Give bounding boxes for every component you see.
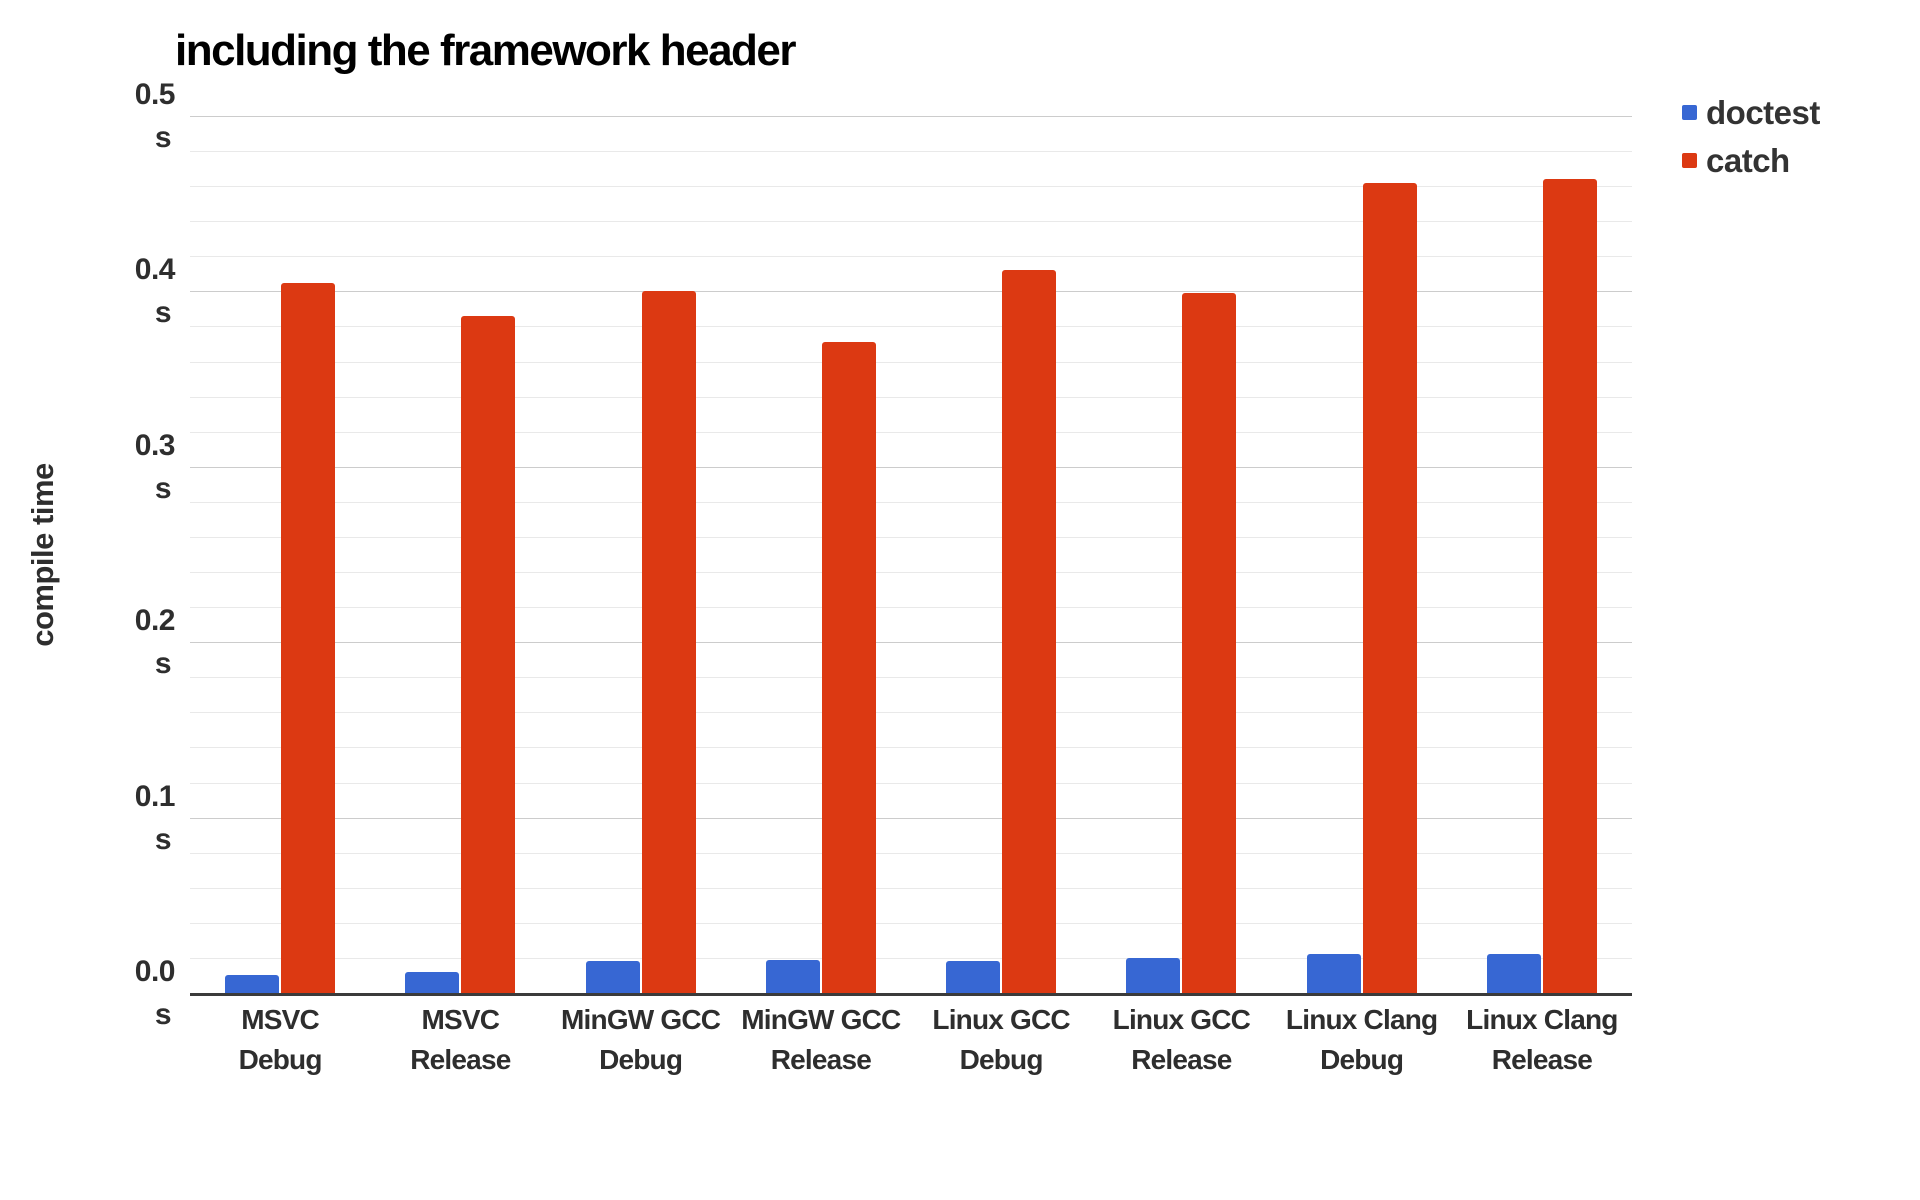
bar-group-linux-gcc-release bbox=[1091, 116, 1271, 993]
x-label-msvc-debug: MSVC Debug bbox=[238, 1004, 323, 1075]
bar-group-msvc-debug bbox=[190, 116, 370, 993]
y-axis-tick-labels: 0.5 s 0.4 s 0.3 s 0.2 s 0.1 s 0.0 s bbox=[0, 78, 176, 1031]
bar-group-msvc-release bbox=[370, 116, 550, 993]
legend-swatch-catch bbox=[1682, 153, 1697, 168]
minor-gridline-0.26 bbox=[190, 536, 1632, 538]
y-tick-0.0: 0.0 s bbox=[134, 955, 176, 1031]
major-gridline-0.30 bbox=[190, 466, 1632, 468]
minor-gridline-0.06 bbox=[190, 887, 1632, 889]
x-axis-category-labels: MSVC Debug MSVC Release MinGW GCC Debug MinGW … bbox=[190, 1000, 1632, 1080]
minor-gridline-0.32 bbox=[190, 431, 1632, 433]
bar-group-linux-clang-release bbox=[1452, 116, 1632, 993]
bar-group-linux-clang-debug bbox=[1272, 116, 1452, 993]
minor-gridline-0.42 bbox=[190, 256, 1632, 258]
catch-bar-linux-clang-debug bbox=[1362, 182, 1417, 993]
minor-gridline-0.28 bbox=[190, 501, 1632, 503]
x-label-linux-gcc-release: Linux GCC Release bbox=[1112, 1004, 1251, 1075]
minor-gridline-0.46 bbox=[190, 186, 1632, 188]
y-tick-0.3: 0.3 s bbox=[134, 428, 176, 505]
major-gridline-0.40 bbox=[190, 291, 1632, 293]
doctest-bar-linux-gcc-release bbox=[1126, 957, 1181, 993]
major-gridline-0.10 bbox=[190, 817, 1632, 819]
minor-gridline-0.38 bbox=[190, 326, 1632, 328]
minor-gridline-0.48 bbox=[190, 151, 1632, 153]
minor-gridline-0.24 bbox=[190, 572, 1632, 574]
y-tick-0.5: 0.5 s bbox=[134, 78, 176, 154]
x-label-mingw-gcc-debug: MinGW GCC Debug bbox=[561, 1004, 721, 1075]
minor-gridline-0.04 bbox=[190, 922, 1632, 924]
doctest-bar-msvc-release bbox=[405, 971, 460, 993]
doctest-bar-mingw-gcc-release bbox=[765, 959, 820, 993]
x-label-mingw-gcc-release: MinGW GCC Release bbox=[741, 1004, 901, 1075]
bar-groups bbox=[190, 116, 1632, 993]
y-tick-0.2: 0.2 s bbox=[134, 604, 176, 681]
minor-gridline-0.22 bbox=[190, 607, 1632, 609]
minor-gridline-0.34 bbox=[190, 396, 1632, 398]
minor-gridline-0.16 bbox=[190, 712, 1632, 714]
legend-item-doctest: doctest bbox=[1682, 92, 1820, 133]
doctest-bar-linux-gcc-debug bbox=[946, 961, 1001, 993]
legend-label-doctest: doctest bbox=[1706, 94, 1820, 131]
bar-group-mingw-gcc-release bbox=[731, 116, 911, 993]
catch-bar-linux-gcc-release bbox=[1182, 293, 1237, 993]
legend-item-catch: catch bbox=[1682, 140, 1820, 181]
x-label-msvc-release: MSVC Release bbox=[410, 1004, 511, 1075]
minor-gridline-0.36 bbox=[190, 361, 1632, 363]
catch-bar-msvc-release bbox=[461, 315, 516, 993]
bar-group-linux-gcc-debug bbox=[911, 116, 1091, 993]
x-label-linux-gcc-debug: Linux GCC Debug bbox=[932, 1004, 1070, 1075]
x-label-linux-clang-release: Linux Clang Release bbox=[1466, 1004, 1618, 1075]
minor-gridline-0.12 bbox=[190, 782, 1632, 784]
doctest-bar-linux-clang-release bbox=[1486, 954, 1541, 993]
chart-title: including the framework header bbox=[175, 26, 797, 75]
legend-label-catch: catch bbox=[1706, 142, 1790, 179]
doctest-bar-linux-clang-debug bbox=[1306, 954, 1361, 993]
minor-gridline-0.44 bbox=[190, 221, 1632, 223]
plot-area bbox=[190, 116, 1632, 996]
doctest-bar-msvc-debug bbox=[225, 975, 280, 993]
catch-bar-linux-gcc-debug bbox=[1002, 270, 1057, 993]
major-gridline-0.20 bbox=[190, 642, 1632, 644]
major-gridline-0.50 bbox=[190, 116, 1632, 117]
legend-swatch-doctest bbox=[1682, 105, 1697, 120]
minor-gridline-0.14 bbox=[190, 747, 1632, 749]
catch-bar-msvc-debug bbox=[281, 282, 336, 993]
y-tick-0.4: 0.4 s bbox=[134, 253, 176, 330]
bar-group-mingw-gcc-debug bbox=[551, 116, 731, 993]
catch-bar-mingw-gcc-debug bbox=[641, 291, 696, 993]
catch-bar-linux-clang-release bbox=[1542, 179, 1597, 993]
doctest-bar-mingw-gcc-debug bbox=[585, 961, 640, 993]
legend: doctest catch bbox=[1682, 92, 1820, 181]
minor-gridline-0.18 bbox=[190, 677, 1632, 679]
minor-gridline-0.02 bbox=[190, 957, 1632, 959]
x-label-linux-clang-debug: Linux Clang Debug bbox=[1285, 1004, 1438, 1075]
catch-bar-mingw-gcc-release bbox=[821, 342, 876, 993]
minor-gridline-0.08 bbox=[190, 852, 1632, 854]
y-tick-0.1: 0.1 s bbox=[134, 779, 176, 856]
